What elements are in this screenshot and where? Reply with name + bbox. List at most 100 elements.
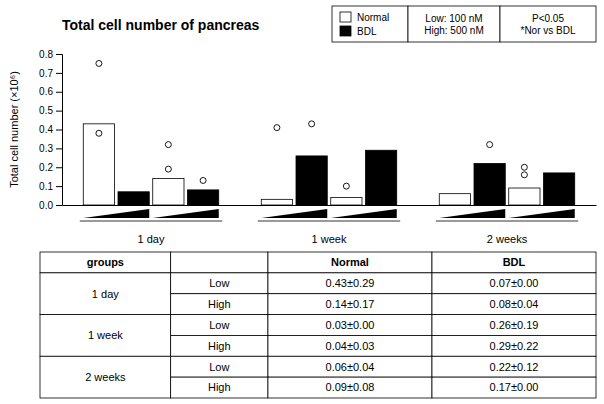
table-cell xyxy=(171,273,268,294)
bar xyxy=(83,124,114,205)
series xyxy=(83,60,470,205)
y-tick-mark xyxy=(56,205,62,206)
table-cell xyxy=(432,252,596,273)
title: Total cell number of pancreas xyxy=(62,17,260,33)
series xyxy=(187,150,574,205)
table-text: High xyxy=(208,298,231,310)
table-text: 0.29±0.22 xyxy=(490,340,539,352)
annotation-text: P<0.05*Nor vs BDL xyxy=(520,13,575,36)
outlier xyxy=(343,183,349,189)
y-tick-label: 0.0 xyxy=(39,200,53,211)
bar xyxy=(296,156,327,205)
table-cell xyxy=(432,273,596,294)
table-text: 1 week xyxy=(88,329,123,341)
table-text: BDL xyxy=(503,256,526,268)
table-cell xyxy=(268,377,432,398)
bar xyxy=(153,179,184,205)
y-tick: 0.4 xyxy=(39,124,62,135)
bar xyxy=(543,173,574,205)
y-tick: 0.5 xyxy=(39,105,62,116)
table-cell xyxy=(268,273,432,294)
table-cell xyxy=(268,356,432,377)
outlier xyxy=(521,164,527,170)
x-tick: 2 weeks xyxy=(487,233,528,245)
legend-and-notes: NormalBDLLow: 100 nMHigh: 500 nM P<0.05*N… xyxy=(332,6,596,42)
bar xyxy=(439,194,470,205)
y-tick-mark xyxy=(56,148,62,149)
series xyxy=(153,142,540,205)
x-tick: 1 day xyxy=(138,233,165,245)
table-cell xyxy=(40,252,171,273)
y-tick-mark xyxy=(56,92,62,93)
table-cell xyxy=(432,335,596,356)
annotation: Low: 100 nMHigh: 500 nM xyxy=(408,6,500,42)
table-text: 0.43±0.29 xyxy=(326,277,375,289)
y-axis: 0.00.10.20.30.40.50.60.70.8 xyxy=(39,49,62,211)
table-text: 0.08±0.04 xyxy=(490,298,539,310)
table-text: 0.04±0.03 xyxy=(326,340,375,352)
table-cell xyxy=(171,252,268,273)
y-tick-mark xyxy=(56,111,62,112)
table-text: 0.17±0.00 xyxy=(490,381,539,393)
outlier xyxy=(96,60,102,66)
table-cell xyxy=(268,335,432,356)
table-cell xyxy=(40,273,171,315)
table: groupsNormalBDL1 dayLow0.43±0.290.07±0.0… xyxy=(40,252,596,398)
table-text: groups xyxy=(87,256,124,268)
bar xyxy=(187,190,218,205)
table-cell xyxy=(171,377,268,398)
table-cell xyxy=(268,252,432,273)
annotation-line: *Nor vs BDL xyxy=(520,25,575,36)
outlier xyxy=(309,121,315,127)
x-tick-label: 1 day xyxy=(138,233,165,245)
outlier xyxy=(274,125,280,131)
annotation-line: Low: 100 nM xyxy=(425,13,482,24)
table-cell xyxy=(171,335,268,356)
table-text: High xyxy=(208,340,231,352)
y-tick: 0.7 xyxy=(39,68,62,79)
dose-triangle xyxy=(439,209,505,218)
table-cell xyxy=(171,356,268,377)
dose-triangle xyxy=(509,209,575,218)
table-text: 0.06±0.04 xyxy=(326,361,375,373)
chart: Total cell number of pancreas 0.0 0.1 0.2 0.… xyxy=(0,0,604,404)
table-text: 0.22±0.12 xyxy=(490,361,539,373)
dose-triangle xyxy=(331,209,397,218)
y-tick: 0.8 xyxy=(39,49,62,60)
table-text: 0.07±0.00 xyxy=(490,277,539,289)
y-tick-label: 0.2 xyxy=(39,162,53,173)
bar xyxy=(331,197,362,205)
table-cell xyxy=(268,315,432,336)
y-tick-mark xyxy=(56,73,62,74)
y-tick: 0.6 xyxy=(39,86,62,97)
table-text: 2 weeks xyxy=(85,371,126,383)
outlier xyxy=(165,166,171,172)
dose-triangle xyxy=(83,209,149,218)
y-tick-label: 0.1 xyxy=(39,181,53,192)
table-cell xyxy=(171,315,268,336)
x-axis: 1 day1 week2 weeks xyxy=(63,206,597,245)
table-cell xyxy=(432,315,596,336)
table-cell xyxy=(268,294,432,315)
y-tick-label: 0.6 xyxy=(39,86,53,97)
table-cell xyxy=(432,377,596,398)
bar xyxy=(365,150,396,205)
table-text: Normal xyxy=(331,256,369,268)
y-tick: 0.0 xyxy=(39,200,62,211)
y-tick: 0.1 xyxy=(39,181,62,192)
bar xyxy=(509,188,540,205)
table-text: High xyxy=(208,381,231,393)
dose-underline xyxy=(436,221,578,222)
legend: NormalBDL xyxy=(332,6,408,42)
y-tick-mark xyxy=(56,54,62,55)
outlier xyxy=(487,142,493,148)
annotation-frame xyxy=(408,6,500,42)
legend-label: Normal xyxy=(357,12,389,23)
y-tick: 0.2 xyxy=(39,162,62,173)
table-text: Low xyxy=(209,361,229,373)
x-tick-label: 2 weeks xyxy=(487,233,528,245)
table-cell xyxy=(40,315,171,357)
table-cell xyxy=(432,356,596,377)
dose-underline xyxy=(258,221,400,222)
y-tick-mark xyxy=(56,130,62,131)
